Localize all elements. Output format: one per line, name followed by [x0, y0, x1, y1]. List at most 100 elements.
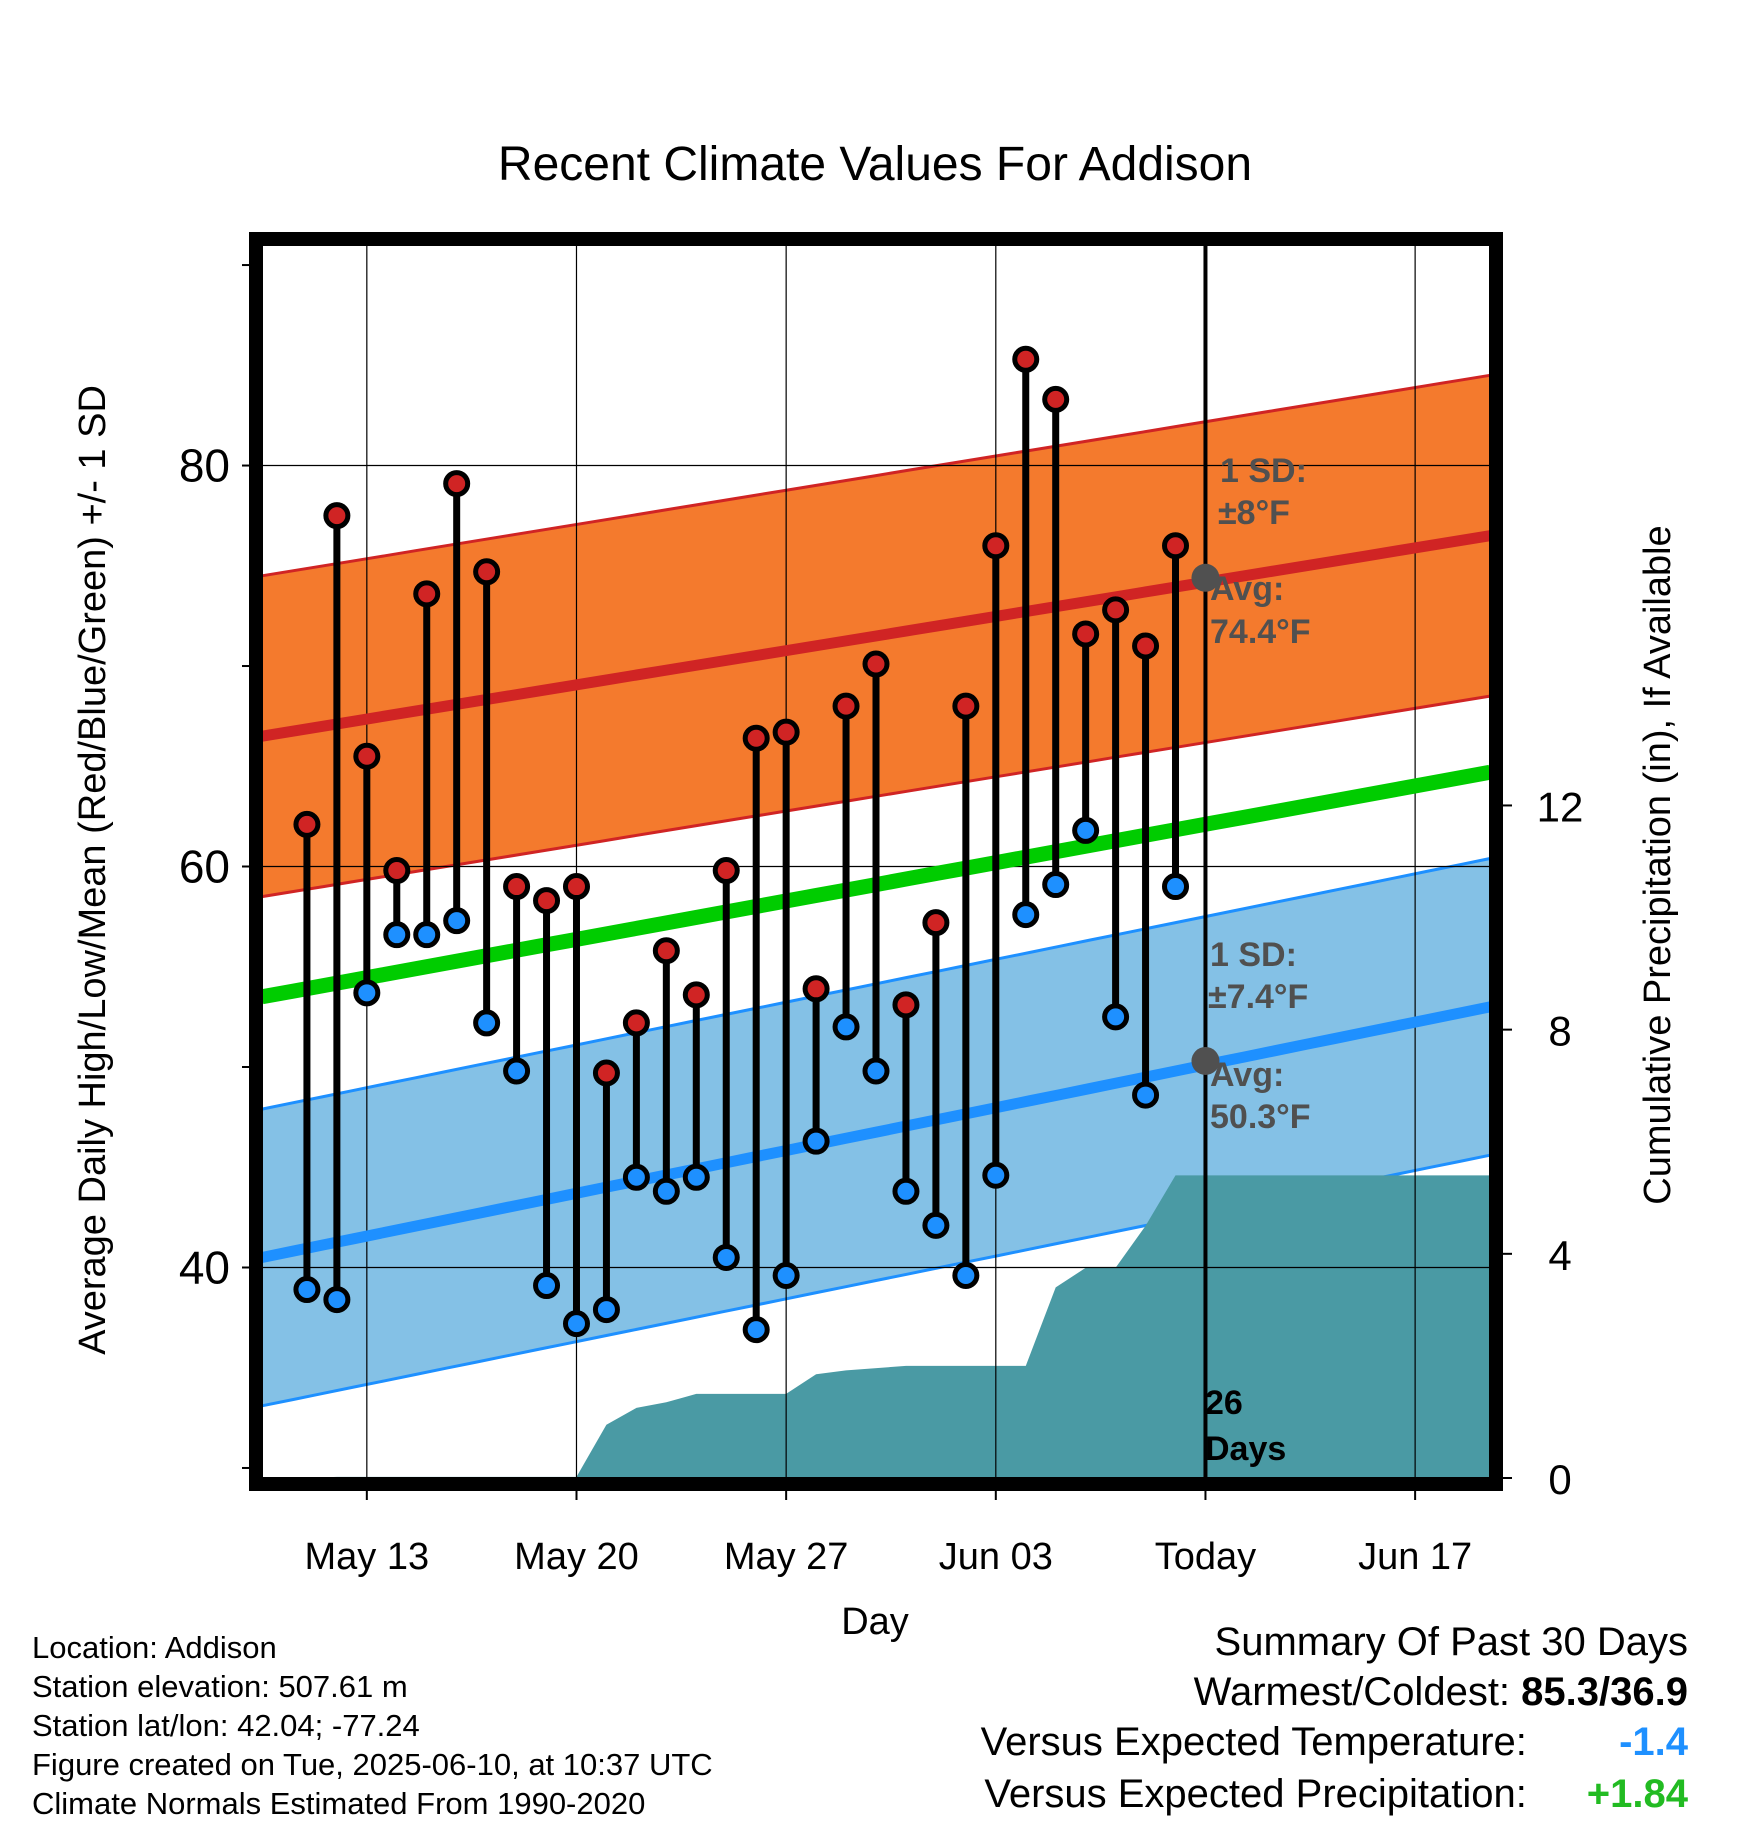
daily-low-point: [503, 1057, 531, 1085]
x-tick-label: Jun 03: [939, 1536, 1053, 1578]
y2-axis-label: Cumulative Precipitation (in), If Availa…: [1637, 525, 1679, 1204]
x-tick-label: Jun 17: [1358, 1536, 1472, 1578]
daily-low-point: [562, 1310, 590, 1338]
meta-elevation: Station elevation: 507.61 m: [32, 1669, 408, 1704]
daily-high-point: [443, 470, 471, 498]
high-sd-band-upper: [261, 373, 1491, 578]
daily-high-point: [562, 873, 590, 901]
summary-warm-cold: Warmest/Coldest: 85.3/36.9: [1194, 1670, 1688, 1715]
temp-label: Versus Expected Temperature:: [980, 1720, 1527, 1764]
daily-low-point: [772, 1262, 800, 1290]
daily-low-point: [293, 1276, 321, 1304]
today-avg-high-marker: [1191, 563, 1220, 592]
daily-low-point: [1072, 816, 1100, 844]
y-tick-label: 60: [179, 841, 230, 893]
daily-high-point: [353, 742, 381, 770]
daily-high-point: [293, 810, 321, 838]
daily-low-point: [353, 979, 381, 1007]
daily-low-point: [712, 1243, 740, 1271]
today-avg-low-marker: [1191, 1046, 1220, 1075]
summary-precip: Versus Expected Precipitation: +1.84: [984, 1772, 1688, 1817]
y2-tick-label: 4: [1548, 1232, 1571, 1279]
daily-high-point: [503, 873, 531, 901]
daily-high-point: [1132, 632, 1160, 660]
observations: [293, 345, 1190, 1344]
days-word: Days: [1205, 1430, 1286, 1468]
daily-low-point: [652, 1177, 680, 1205]
low-avg-value: 50.3°F: [1210, 1098, 1311, 1136]
daily-high-point: [772, 718, 800, 746]
y-tick-label: 80: [179, 440, 230, 492]
daily-high-point: [742, 724, 770, 752]
daily-high-point: [952, 692, 980, 720]
meta-location: Location: Addison: [32, 1630, 277, 1665]
daily-low-point: [1042, 871, 1070, 899]
daily-high-point: [982, 532, 1010, 560]
daily-high-point: [1162, 532, 1190, 560]
meta-normals: Climate Normals Estimated From 1990-2020: [32, 1786, 646, 1821]
high-avg-label: Avg:: [1210, 570, 1284, 608]
summary-title: Summary Of Past 30 Days: [1214, 1620, 1688, 1664]
precip-label: Versus Expected Precipitation:: [984, 1772, 1527, 1816]
x-tick-label: May 20: [514, 1536, 639, 1578]
y2-tick-label: 0: [1548, 1456, 1571, 1503]
precip-value: +1.84: [1586, 1772, 1688, 1816]
daily-low-point: [383, 921, 411, 949]
warm-cold-value: 85.3/36.9: [1521, 1670, 1688, 1714]
daily-high-point: [862, 650, 890, 678]
daily-high-point: [712, 857, 740, 885]
daily-high-point: [922, 909, 950, 937]
high-sd-label: 1 SD:: [1220, 452, 1307, 490]
x-axis-label: Day: [841, 1601, 909, 1643]
y-axis-label: Average Daily High/Low/Mean (Red/Blue/Gr…: [72, 385, 114, 1355]
chart-title: Recent Climate Values For Addison: [498, 138, 1252, 191]
daily-low-point: [323, 1286, 351, 1314]
daily-high-point: [802, 975, 830, 1003]
daily-low-point: [533, 1272, 561, 1300]
plot-frame: [249, 232, 1503, 1491]
daily-low-point: [832, 1013, 860, 1041]
daily-low-point: [682, 1163, 710, 1191]
daily-low-point: [473, 1009, 501, 1037]
meta-created: Figure created on Tue, 2025-06-10, at 10…: [32, 1747, 713, 1782]
daily-high-point: [413, 580, 441, 608]
temp-value: -1.4: [1619, 1720, 1688, 1764]
high-avg-value: 74.4°F: [1210, 613, 1311, 651]
daily-high-point: [323, 502, 351, 530]
meta-latlon: Station lat/lon: 42.04; -77.24: [32, 1708, 420, 1743]
daily-high-point: [652, 937, 680, 965]
daily-low-point: [982, 1161, 1010, 1189]
low-sd-value: ±7.4°F: [1208, 978, 1308, 1016]
daily-low-point: [1162, 873, 1190, 901]
daily-low-point: [1102, 1003, 1130, 1031]
daily-low-point: [862, 1057, 890, 1085]
daily-high-point: [1102, 596, 1130, 624]
daily-high-point: [1072, 620, 1100, 648]
daily-low-point: [892, 1177, 920, 1205]
normal-high-line: [261, 530, 1491, 742]
normal-low-line: [260, 1001, 1492, 1263]
precip-cumulative-area: [306, 1175, 1490, 1478]
daily-high-point: [592, 1059, 620, 1087]
warm-cold-label: Warmest/Coldest:: [1193, 1670, 1511, 1714]
daily-low-point: [592, 1296, 620, 1324]
y2-tick-label: 12: [1537, 783, 1584, 830]
days-count: 26: [1205, 1384, 1243, 1422]
high-sd-value: ±8°F: [1218, 494, 1290, 532]
daily-high-point: [383, 857, 411, 885]
daily-high-point: [892, 991, 920, 1019]
daily-high-point: [682, 981, 710, 1009]
daily-high-point: [622, 1009, 650, 1037]
y-tick-label: 40: [179, 1241, 230, 1293]
daily-low-point: [622, 1163, 650, 1191]
daily-low-point: [443, 907, 471, 935]
daily-high-point: [1042, 385, 1070, 413]
low-avg-label: Avg:: [1210, 1056, 1284, 1094]
daily-low-point: [1132, 1081, 1160, 1109]
daily-high-point: [832, 692, 860, 720]
daily-low-point: [922, 1211, 950, 1239]
daily-high-point: [473, 558, 501, 586]
precipitation-area: [306, 1175, 1490, 1478]
daily-low-point: [952, 1262, 980, 1290]
low-sd-label: 1 SD:: [1210, 936, 1297, 974]
